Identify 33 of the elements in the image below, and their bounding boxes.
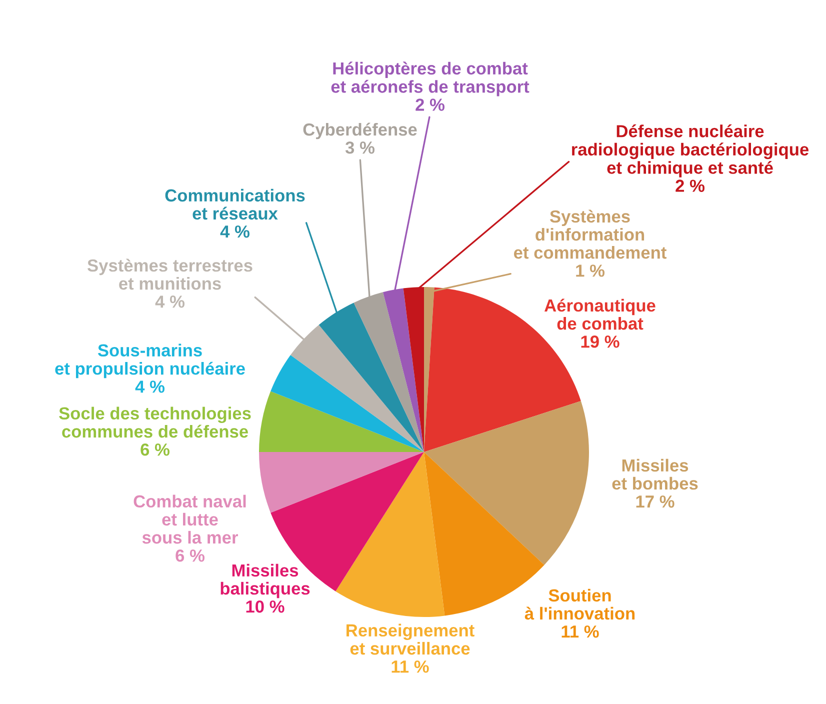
slice-label: Renseignement et surveillance <box>346 624 474 655</box>
slice-label: Communications et réseaux <box>165 188 305 220</box>
pie-slice <box>270 355 424 452</box>
data-label: 1 % <box>576 264 604 277</box>
data-label: 4 % <box>135 380 164 393</box>
slice-label: Combat naval et lutte sous la mer <box>134 494 246 544</box>
slice-label: Systèmes d'information et commandement <box>514 210 666 259</box>
data-label: 3 % <box>345 141 374 154</box>
slice-label: Soutien à l'innovation <box>524 588 635 620</box>
slice-label: Cyberdéfense <box>303 122 417 140</box>
data-label: 6 % <box>176 549 204 562</box>
slice-label: Systèmes terrestres et munitions <box>88 258 252 290</box>
data-label: 19 % <box>581 336 620 348</box>
pie-slice <box>424 401 589 565</box>
data-label: 17 % <box>636 495 674 508</box>
slice-label: Missiles balistiques <box>220 564 310 598</box>
data-label: 2 % <box>676 180 704 192</box>
slice-label: Sous-marins et propulsion nucléaire <box>55 344 245 378</box>
pie-slice <box>259 391 424 452</box>
data-label: 6 % <box>140 443 170 456</box>
data-label: 11 % <box>562 625 599 638</box>
data-label: 10 % <box>246 600 284 613</box>
slice-label: Socle des technologies communes de défense <box>59 406 251 438</box>
data-label: 11 % <box>392 660 429 673</box>
slice-label: Missiles et bombes <box>612 458 698 490</box>
slice-label: Défense nucléaire radiologique bactériologique et chimique et santé <box>572 124 809 178</box>
data-label: 4 % <box>155 296 184 308</box>
data-label: 2 % <box>416 98 444 111</box>
slice-label: Aéronautique de combat <box>544 298 656 330</box>
pie-slice <box>336 452 445 617</box>
data-label: 4 % <box>220 225 250 238</box>
pie-slice <box>259 452 424 513</box>
slice-label: Hélicoptères de combat et aéronefs de transport <box>331 62 530 96</box>
